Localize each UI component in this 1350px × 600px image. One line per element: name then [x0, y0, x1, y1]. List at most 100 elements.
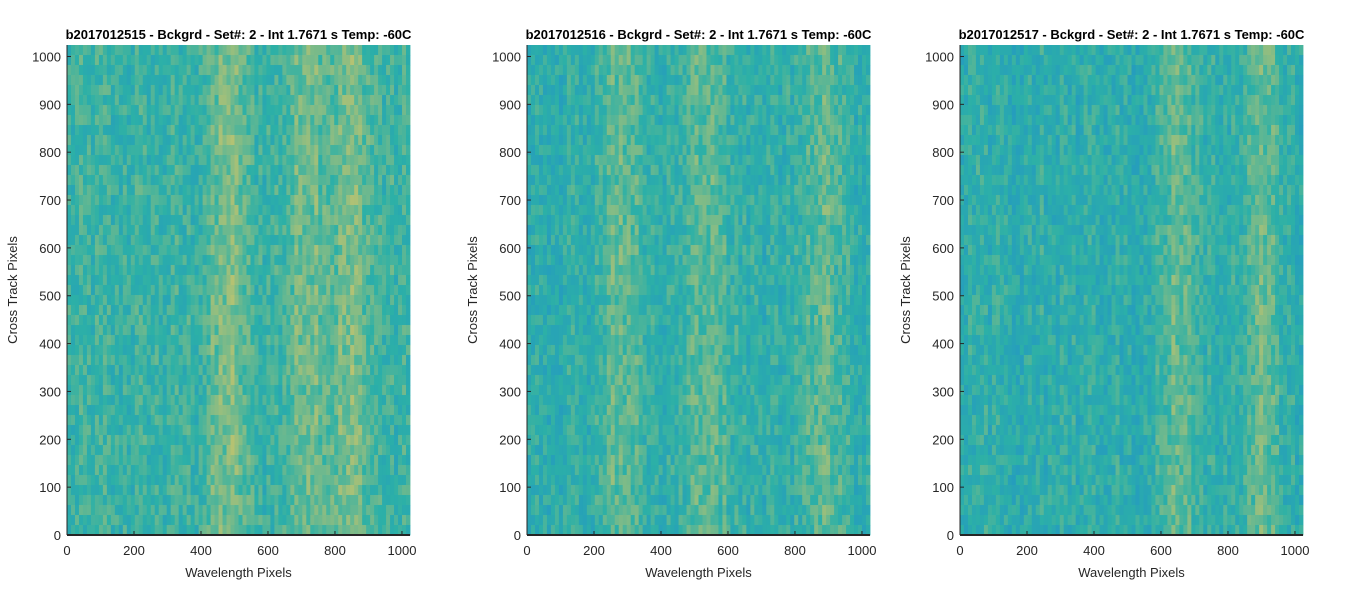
- heatmap-cell: [362, 345, 367, 356]
- heatmap-cell: [238, 75, 243, 86]
- heatmap-cell: [150, 515, 156, 526]
- heatmap-cell: [198, 185, 204, 196]
- heatmap-cell: [142, 165, 148, 176]
- heatmap-cell: [86, 365, 92, 376]
- heatmap-cell: [334, 355, 339, 366]
- heatmap-cell: [122, 155, 128, 166]
- heatmap-cell: [202, 445, 207, 456]
- heatmap-cell: [378, 255, 383, 266]
- heatmap-cell: [90, 115, 96, 126]
- heatmap-cell: [302, 515, 307, 526]
- heatmap-cell: [210, 335, 215, 346]
- heatmap-cell: [314, 355, 319, 366]
- heatmap-cell: [330, 165, 335, 176]
- heatmap-cell: [334, 365, 339, 376]
- heatmap-cell: [338, 515, 343, 526]
- heatmap-cell: [590, 115, 596, 126]
- heatmap-cell: [302, 265, 307, 276]
- heatmap-cell: [246, 65, 251, 76]
- heatmap-cell: [342, 405, 347, 416]
- heatmap-cell: [378, 435, 383, 446]
- heatmap-cell: [250, 145, 255, 156]
- heatmap-cell: [362, 375, 367, 386]
- heatmap-cell: [158, 195, 164, 206]
- heatmap-cell: [198, 245, 204, 256]
- heatmap-cell: [190, 295, 196, 306]
- heatmap-cell: [298, 325, 303, 336]
- heatmap-cell: [202, 465, 207, 476]
- heatmap-cell: [726, 85, 731, 96]
- heatmap-cell: [202, 325, 207, 336]
- heatmap-cell: [738, 45, 743, 56]
- heatmap-cell: [134, 345, 140, 356]
- heatmap-cell: [390, 215, 395, 226]
- heatmap-cell: [178, 335, 184, 346]
- heatmap-cell: [170, 385, 176, 396]
- heatmap-cell: [70, 475, 76, 486]
- heatmap-cell: [238, 485, 243, 496]
- heatmap-cell: [210, 75, 215, 86]
- heatmap-cell: [398, 515, 403, 526]
- heatmap-cell: [698, 115, 703, 126]
- heatmap-cell: [206, 525, 211, 536]
- heatmap-cell: [206, 285, 211, 296]
- heatmap-cell: [206, 445, 211, 456]
- heatmap-cell: [598, 115, 604, 126]
- heatmap-cell: [90, 75, 96, 86]
- heatmap-cell: [314, 75, 319, 86]
- heatmap-cell: [334, 275, 339, 286]
- heatmap-cell: [386, 125, 391, 136]
- heatmap-cell: [750, 95, 755, 106]
- heatmap-cell: [170, 85, 176, 96]
- heatmap-cell: [266, 155, 271, 166]
- heatmap-cell: [306, 305, 311, 316]
- heatmap-cell: [698, 95, 703, 106]
- heatmap-cell: [278, 155, 283, 166]
- heatmap-cell: [706, 85, 711, 96]
- heatmap-cell: [138, 475, 144, 486]
- heatmap-cell: [202, 135, 207, 146]
- heatmap-cell: [830, 95, 835, 106]
- heatmap-cell: [98, 415, 104, 426]
- heatmap-cell: [590, 95, 596, 106]
- heatmap-cell: [122, 455, 128, 466]
- heatmap-cell: [114, 125, 120, 136]
- heatmap-cell: [126, 475, 132, 486]
- heatmap-cell: [322, 165, 327, 176]
- heatmap-cell: [366, 45, 371, 56]
- heatmap-cell: [402, 505, 407, 516]
- heatmap-cell: [222, 75, 227, 86]
- heatmap-cell: [138, 265, 144, 276]
- heatmap-cell: [354, 235, 359, 246]
- heatmap-cell: [98, 445, 104, 456]
- heatmap-cell: [302, 445, 307, 456]
- heatmap-cell: [310, 375, 315, 386]
- heatmap-cell: [810, 115, 815, 126]
- heatmap-cell: [358, 305, 363, 316]
- heatmap-cell: [306, 405, 311, 416]
- heatmap-cell: [374, 95, 379, 106]
- heatmap-cell: [250, 505, 255, 516]
- heatmap-cell: [282, 325, 287, 336]
- heatmap-cell: [374, 195, 379, 206]
- heatmap-cell: [238, 425, 243, 436]
- heatmap-cell: [527, 75, 532, 86]
- heatmap-cell: [326, 185, 331, 196]
- heatmap-cell: [74, 295, 80, 306]
- heatmap-cell: [226, 305, 231, 316]
- heatmap-cell: [78, 115, 84, 126]
- heatmap-cell: [98, 475, 104, 486]
- heatmap-cell: [662, 95, 667, 106]
- heatmap-cell: [662, 45, 667, 56]
- heatmap-cell: [122, 285, 128, 296]
- heatmap-cell: [346, 375, 351, 386]
- heatmap-cell: [218, 365, 223, 376]
- heatmap-cell: [338, 85, 343, 96]
- heatmap-cell: [594, 65, 600, 76]
- heatmap-cell: [374, 395, 379, 406]
- heatmap-cell: [86, 415, 92, 426]
- heatmap-cell: [690, 115, 695, 126]
- heatmap-cell: [326, 475, 331, 486]
- heatmap-cell: [278, 195, 283, 206]
- heatmap-cell: [310, 115, 315, 126]
